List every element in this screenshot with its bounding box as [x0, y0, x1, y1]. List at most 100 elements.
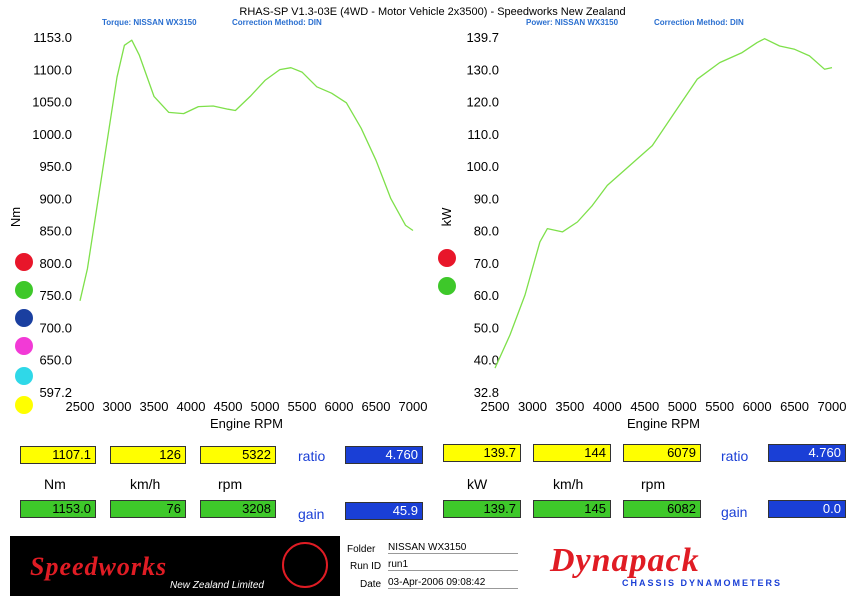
x-tick-power: 6000 — [743, 399, 772, 414]
x-tick-torque: 3000 — [103, 399, 132, 414]
ratio-value-right: 4.760 — [768, 444, 846, 462]
x-tick-torque: 5000 — [251, 399, 280, 414]
x-tick-power: 4500 — [630, 399, 659, 414]
legend-dot — [15, 309, 33, 327]
x-tick-torque: 7000 — [399, 399, 428, 414]
legend-dot — [15, 253, 33, 271]
y-tick-power: 70.0 — [474, 256, 499, 271]
folder-value: NISSAN WX3150 — [388, 542, 518, 554]
y-axis-label-torque: Nm — [8, 207, 23, 227]
unit-rpm-right: rpm — [641, 476, 666, 492]
chart-title: RHAS-SP V1.3-03E (4WD - Motor Vehicle 2x… — [239, 6, 626, 18]
speedworks-brand: Speedworks — [30, 552, 168, 581]
gain-label-right: gain — [721, 504, 748, 520]
x-tick-torque: 6000 — [325, 399, 354, 414]
legend-dot — [15, 396, 33, 414]
x-tick-power: 5500 — [705, 399, 734, 414]
legend-dot — [438, 277, 456, 295]
x-axis-label-torque: Engine RPM — [210, 416, 283, 431]
y-tick-power: 50.0 — [474, 320, 499, 335]
x-tick-torque: 3500 — [140, 399, 169, 414]
gauge-icon — [282, 542, 328, 588]
x-tick-torque: 5500 — [288, 399, 317, 414]
x-tick-power: 4000 — [593, 399, 622, 414]
gain-label-left: gain — [298, 506, 325, 522]
y-tick-power: 120.0 — [466, 95, 499, 110]
series-line-power — [494, 38, 833, 369]
y-axis-label-power: kW — [439, 207, 454, 227]
torque-max-rpm: 3208 — [200, 500, 276, 518]
x-axis-label-power: Engine RPM — [627, 416, 700, 431]
folder-label: Folder — [347, 544, 376, 555]
x-tick-power: 7000 — [818, 399, 847, 414]
series-line-torque — [79, 39, 414, 301]
date-label: Date — [360, 579, 382, 590]
y-tick-torque: 1050.0 — [32, 95, 72, 110]
y-tick-torque: 900.0 — [39, 191, 72, 206]
power-peak-rpm: 6079 — [623, 444, 701, 462]
y-tick-torque: 800.0 — [39, 256, 72, 271]
torque-series-label: Torque: NISSAN WX3150 — [102, 18, 197, 27]
y-tick-torque: 700.0 — [39, 320, 72, 335]
x-tick-power: 5000 — [668, 399, 697, 414]
y-tick-power: 130.0 — [466, 62, 499, 77]
x-tick-torque: 2500 — [66, 399, 95, 414]
power-peak-value: 139.7 — [443, 444, 521, 462]
torque-max-speed: 76 — [110, 500, 186, 518]
ratio-label-left: ratio — [298, 448, 326, 464]
legend-dot — [15, 367, 33, 385]
gain-value-right: 0.0 — [768, 500, 846, 518]
x-tick-torque: 4000 — [177, 399, 206, 414]
y-tick-power: 100.0 — [466, 159, 499, 174]
y-tick-power: 90.0 — [474, 191, 499, 206]
y-tick-torque: 1153.0 — [33, 30, 72, 45]
y-tick-torque: 850.0 — [39, 224, 72, 239]
power-max-speed: 145 — [533, 500, 611, 518]
torque-peak-speed: 126 — [110, 446, 186, 464]
unit-kw: kW — [467, 476, 488, 492]
y-tick-torque: 597.2 — [39, 385, 72, 400]
x-tick-torque: 6500 — [362, 399, 391, 414]
y-tick-torque: 1100.0 — [33, 62, 72, 77]
speedworks-subtitle: New Zealand Limited — [170, 580, 264, 591]
x-tick-torque: 4500 — [214, 399, 243, 414]
torque-max-value: 1153.0 — [20, 500, 96, 518]
footer: Speedworks New Zealand Limited Folder NI… — [10, 536, 858, 598]
x-tick-power: 3000 — [518, 399, 547, 414]
y-tick-power: 40.0 — [474, 353, 499, 368]
runid-value: run1 — [388, 559, 518, 571]
unit-nm: Nm — [44, 476, 66, 492]
power-peak-speed: 144 — [533, 444, 611, 462]
y-tick-torque: 950.0 — [39, 159, 72, 174]
legend-dot — [15, 281, 33, 299]
y-tick-power: 139.7 — [466, 30, 499, 45]
dynapack-logo: Dynapack — [550, 542, 700, 579]
speedworks-logo: Speedworks New Zealand Limited — [10, 536, 340, 596]
ratio-label-right: ratio — [721, 448, 749, 464]
y-tick-power: 110.0 — [467, 127, 499, 142]
torque-peak-value: 1107.1 — [20, 446, 96, 464]
power-max-value: 139.7 — [443, 500, 521, 518]
y-tick-power: 32.8 — [474, 385, 499, 400]
unit-kmh-left: km/h — [130, 476, 161, 492]
date-value: 03-Apr-2006 09:08:42 — [388, 577, 518, 589]
y-tick-torque: 750.0 — [39, 288, 72, 303]
legend-dot — [15, 337, 33, 355]
x-tick-power: 2500 — [481, 399, 510, 414]
power-series-label: Power: NISSAN WX3150 — [526, 18, 619, 27]
y-tick-power: 80.0 — [474, 224, 499, 239]
power-max-rpm: 6082 — [623, 500, 701, 518]
dynapack-subtitle: CHASSIS DYNAMOMETERS — [622, 578, 783, 588]
gain-value-left: 45.9 — [345, 502, 423, 520]
torque-peak-rpm: 5322 — [200, 446, 276, 464]
unit-rpm-left: rpm — [218, 476, 243, 492]
x-tick-power: 6500 — [780, 399, 809, 414]
charts-canvas: 1153.0 1100.0 1050.0 1000.0 950.0 900.0 850.0 8… — [8, 30, 847, 431]
runid-label: Run ID — [350, 561, 382, 572]
power-correction-label: Correction Method: DIN — [654, 18, 744, 27]
torque-correction-label: Correction Method: DIN — [232, 18, 322, 27]
x-tick-power: 3500 — [555, 399, 584, 414]
ratio-value-left: 4.760 — [345, 446, 423, 464]
unit-kmh-right: km/h — [553, 476, 584, 492]
y-tick-torque: 1000.0 — [32, 127, 72, 142]
